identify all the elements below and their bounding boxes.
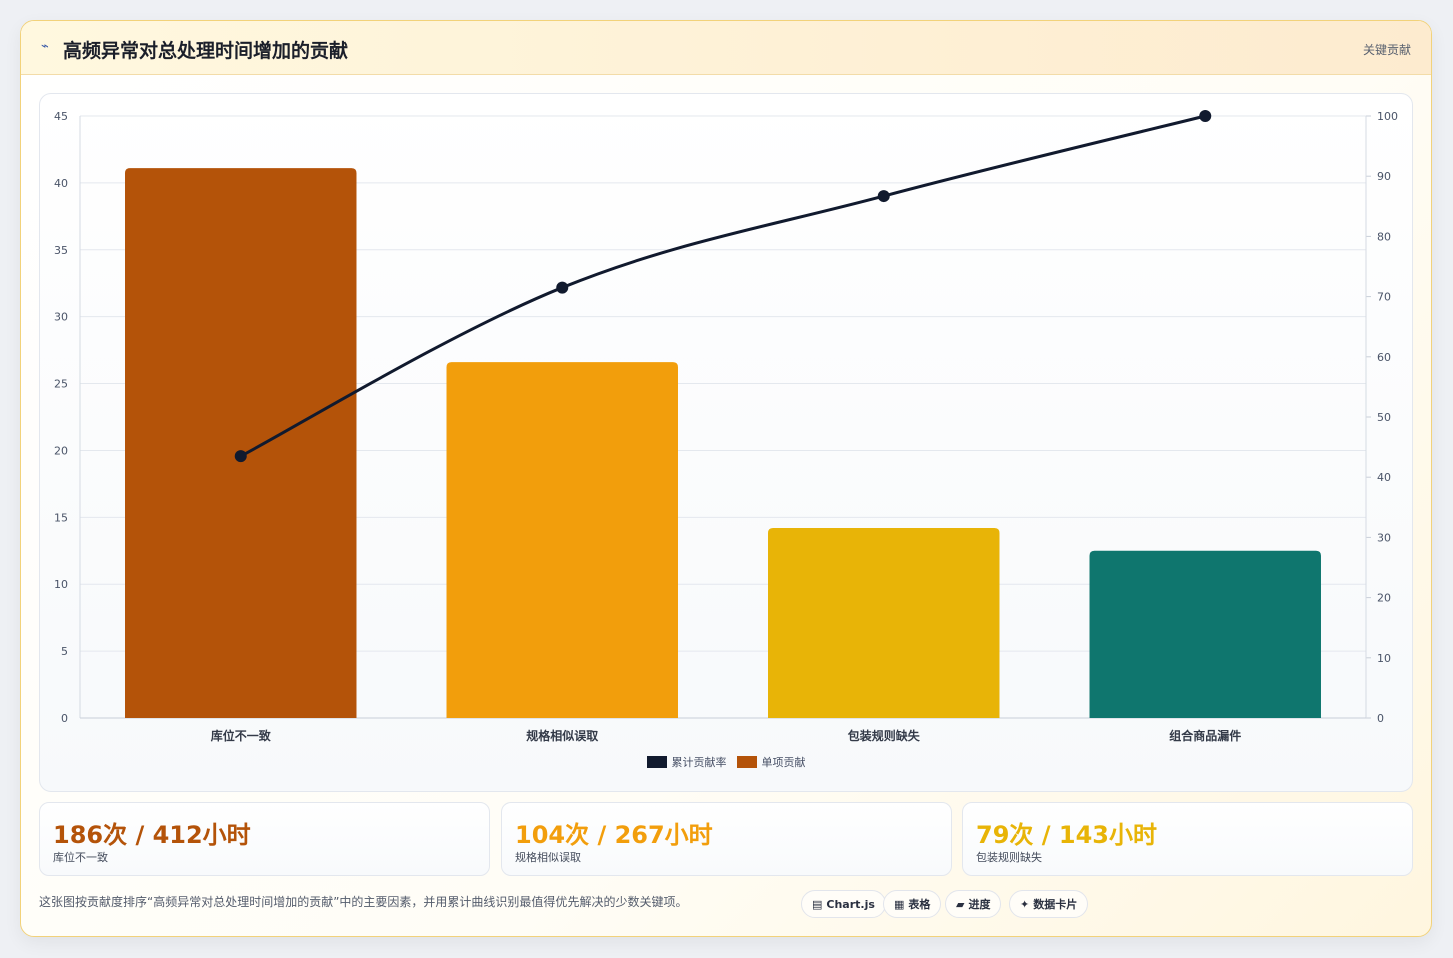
cumulative-point-4 xyxy=(1199,110,1212,122)
chart-card: ⌁ 高频异常对总处理时间增加的贡献 关键贡献 0 5 10 15 20 25 30 35 40 4… xyxy=(20,20,1432,937)
stat-label: 包装规则缺失 xyxy=(976,851,1042,864)
bar-2 xyxy=(446,362,678,718)
lightning-icon: ⌁ xyxy=(41,39,49,54)
y-left-tick-label: 20 xyxy=(54,444,68,457)
chart-icon: ▤ xyxy=(812,897,823,911)
y-left-tick-label: 35 xyxy=(54,244,68,257)
cumulative-line xyxy=(240,114,1206,458)
stat-value: 79次 / 143小时 xyxy=(976,821,1157,849)
stat-card-3: 79次 / 143小时 包装规则缺失 xyxy=(962,802,1413,876)
pill-label: 表格 xyxy=(908,898,931,911)
pill-chartjs[interactable]: ▤ Chart.js xyxy=(801,890,886,918)
header-tag: 关键贡献 xyxy=(1362,43,1411,57)
cumulative-point-2 xyxy=(556,281,569,294)
chart-legend: 累计贡献率 单项贡献 xyxy=(40,753,1412,771)
y-right-tick-label: 70 xyxy=(1377,291,1391,304)
y-left-tick-label: 40 xyxy=(54,177,68,190)
y-right-tick-label: 40 xyxy=(1377,471,1391,484)
legend-item-cumulative[interactable]: 累计贡献率 xyxy=(646,753,727,771)
x-tick-label: 组合商品漏件 xyxy=(1169,728,1241,743)
y-right-tick-label: 30 xyxy=(1377,531,1391,544)
pill-label: Chart.js xyxy=(826,897,875,911)
stat-card-2: 104次 / 267小时 规格相似误取 xyxy=(501,802,952,876)
y-right-tick-label: 80 xyxy=(1377,230,1391,243)
cumulative-point-3 xyxy=(877,190,890,203)
bar-3 xyxy=(768,528,1000,718)
table-icon: ▦ xyxy=(894,897,905,911)
legend-item-single[interactable]: 单项贡献 xyxy=(736,753,806,771)
card-title: 高频异常对总处理时间增加的贡献 xyxy=(63,40,349,62)
pill-label: 进度 xyxy=(968,898,991,911)
stat-value: 104次 / 267小时 xyxy=(515,821,713,849)
chart-footnote: 这张图按贡献度排序“高频异常对总处理时间增加的贡献”中的主要因素，并用累计曲线识… xyxy=(39,895,688,909)
x-tick-label: 包装规则缺失 xyxy=(847,728,921,743)
bar-4 xyxy=(1089,550,1321,718)
y-right-tick-label: 10 xyxy=(1377,652,1391,665)
y-right-tick-label: 20 xyxy=(1377,592,1391,605)
stat-label: 规格相似误取 xyxy=(515,851,581,864)
stat-value: 186次 / 412小时 xyxy=(53,821,251,849)
y-right-tick-label: 50 xyxy=(1377,411,1391,424)
chart-panel: 0 5 10 15 20 25 30 35 40 45 0 10 20 30 40 50 60 70 80 90 100… xyxy=(39,93,1413,792)
y-right-tick-label: 100 xyxy=(1377,110,1398,123)
pill-data-card[interactable]: ✦ 数据卡片 xyxy=(1009,890,1089,918)
y-left-tick-label: 30 xyxy=(54,311,68,324)
y-right-tick-label: 60 xyxy=(1377,351,1391,364)
legend-swatch-single xyxy=(736,756,757,768)
cumulative-point-1 xyxy=(234,450,247,463)
legend-label-single: 单项贡献 xyxy=(761,756,806,769)
x-tick-label: 规格相似误取 xyxy=(526,728,598,743)
legend-swatch-cumulative xyxy=(646,756,667,768)
pill-progress[interactable]: ▰ 进度 xyxy=(945,890,1002,918)
y-left-tick-label: 5 xyxy=(61,645,68,658)
y-left-tick-label: 10 xyxy=(54,578,68,591)
stat-card-1: 186次 / 412小时 库位不一致 xyxy=(39,802,490,876)
legend-label-cumulative: 累计贡献率 xyxy=(671,756,727,769)
x-tick-label: 库位不一致 xyxy=(211,728,272,743)
y-left-tick-label: 25 xyxy=(54,378,68,391)
card-header: ⌁ 高频异常对总处理时间增加的贡献 关键贡献 xyxy=(21,21,1431,75)
y-right-tick-label: 90 xyxy=(1377,170,1391,183)
pareto-chart: 0 5 10 15 20 25 30 35 40 45 0 10 20 30 40 50 60 70 80 90 100… xyxy=(54,110,1398,743)
y-left-tick-label: 0 xyxy=(61,712,68,725)
pill-table[interactable]: ▦ 表格 xyxy=(883,890,942,918)
bar-1 xyxy=(125,168,357,718)
pill-label: 数据卡片 xyxy=(1033,898,1078,911)
stat-label: 库位不一致 xyxy=(53,851,108,864)
sparkle-icon: ✦ xyxy=(1020,897,1030,911)
y-left-tick-label: 15 xyxy=(54,511,68,524)
progress-icon: ▰ xyxy=(956,897,965,911)
y-left-tick-label: 45 xyxy=(54,110,68,123)
y-right-tick-label: 0 xyxy=(1377,712,1384,725)
